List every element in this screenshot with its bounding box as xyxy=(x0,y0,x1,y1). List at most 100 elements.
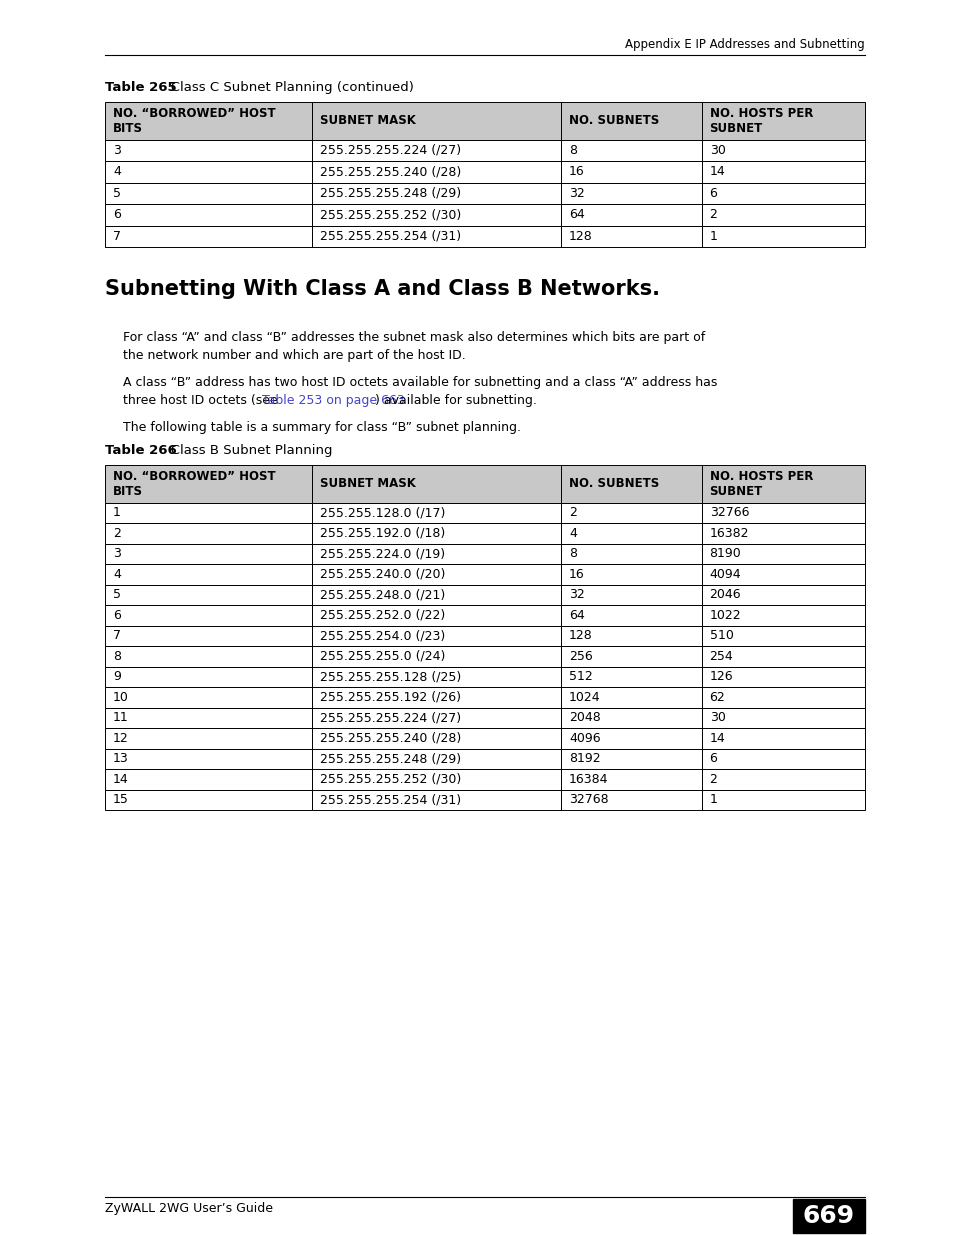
Bar xyxy=(700,503,864,522)
Bar xyxy=(560,183,700,204)
Bar xyxy=(700,748,864,769)
Bar xyxy=(700,789,864,810)
Bar xyxy=(312,789,560,810)
Text: 30: 30 xyxy=(709,711,724,724)
Bar xyxy=(105,625,312,646)
Text: 5: 5 xyxy=(112,186,121,200)
Text: 255.255.255.240 (/28): 255.255.255.240 (/28) xyxy=(320,165,461,178)
Text: 669: 669 xyxy=(802,1204,854,1228)
Bar xyxy=(700,103,864,140)
Text: 510: 510 xyxy=(709,630,733,642)
Bar xyxy=(105,466,312,503)
Bar xyxy=(312,564,560,584)
Text: 8192: 8192 xyxy=(568,752,600,766)
Bar xyxy=(700,667,864,687)
Text: 6: 6 xyxy=(709,186,717,200)
Text: Appendix E IP Addresses and Subnetting: Appendix E IP Addresses and Subnetting xyxy=(624,38,864,51)
Text: 1: 1 xyxy=(112,506,121,519)
Bar xyxy=(560,503,700,522)
Text: 255.255.248.0 (/21): 255.255.248.0 (/21) xyxy=(320,588,445,601)
Text: 255.255.255.0 (/24): 255.255.255.0 (/24) xyxy=(320,650,445,663)
Bar xyxy=(560,789,700,810)
Text: 255.255.224.0 (/19): 255.255.224.0 (/19) xyxy=(320,547,445,561)
Bar xyxy=(105,183,312,204)
Bar xyxy=(560,161,700,183)
Bar xyxy=(312,466,560,503)
Text: 16: 16 xyxy=(568,165,584,178)
Bar xyxy=(105,789,312,810)
Text: 2046: 2046 xyxy=(709,588,740,601)
Bar xyxy=(105,748,312,769)
Text: 4094: 4094 xyxy=(709,568,740,580)
Text: A class “B” address has two host ID octets available for subnetting and a class : A class “B” address has two host ID octe… xyxy=(123,375,717,389)
Bar xyxy=(700,646,864,667)
Text: 8: 8 xyxy=(568,547,577,561)
Text: 7: 7 xyxy=(112,630,121,642)
Text: 126: 126 xyxy=(709,671,733,683)
Bar xyxy=(105,605,312,625)
Text: 255.255.254.0 (/23): 255.255.254.0 (/23) xyxy=(320,630,445,642)
Text: 16384: 16384 xyxy=(568,773,608,785)
Bar xyxy=(105,226,312,247)
Text: 64: 64 xyxy=(568,209,584,221)
Text: 7: 7 xyxy=(112,230,121,243)
Text: 2: 2 xyxy=(709,209,717,221)
Text: SUBNET MASK: SUBNET MASK xyxy=(320,115,416,127)
Text: Table 253 on page 663: Table 253 on page 663 xyxy=(262,394,405,406)
Bar xyxy=(700,140,864,161)
Bar xyxy=(700,522,864,543)
Text: 10: 10 xyxy=(112,690,129,704)
Bar xyxy=(105,667,312,687)
Bar xyxy=(700,625,864,646)
Text: 1022: 1022 xyxy=(709,609,740,621)
Bar xyxy=(105,543,312,564)
Text: 512: 512 xyxy=(568,671,592,683)
Text: NO. “BORROWED” HOST
BITS: NO. “BORROWED” HOST BITS xyxy=(112,469,275,498)
Text: 14: 14 xyxy=(709,732,724,745)
Text: NO. “BORROWED” HOST
BITS: NO. “BORROWED” HOST BITS xyxy=(112,106,275,135)
Bar xyxy=(560,708,700,727)
Bar xyxy=(560,140,700,161)
Text: 32768: 32768 xyxy=(568,793,608,806)
Bar xyxy=(312,646,560,667)
Bar xyxy=(105,204,312,226)
Bar xyxy=(560,466,700,503)
Bar xyxy=(560,226,700,247)
Bar xyxy=(312,503,560,522)
Text: 32: 32 xyxy=(568,588,584,601)
Text: ) available for subnetting.: ) available for subnetting. xyxy=(375,394,536,406)
Text: 1: 1 xyxy=(709,230,717,243)
Text: 255.255.255.254 (/31): 255.255.255.254 (/31) xyxy=(320,793,460,806)
Bar xyxy=(700,226,864,247)
Bar xyxy=(105,564,312,584)
Text: 255.255.240.0 (/20): 255.255.240.0 (/20) xyxy=(320,568,445,580)
Bar xyxy=(312,748,560,769)
Bar xyxy=(105,708,312,727)
Text: 255.255.192.0 (/18): 255.255.192.0 (/18) xyxy=(320,527,445,540)
Bar xyxy=(700,161,864,183)
Text: 4: 4 xyxy=(568,527,577,540)
Bar xyxy=(105,161,312,183)
Text: The following table is a summary for class “B” subnet planning.: The following table is a summary for cla… xyxy=(123,421,520,433)
Text: 16382: 16382 xyxy=(709,527,748,540)
Bar xyxy=(105,687,312,708)
Bar xyxy=(560,687,700,708)
Text: 6: 6 xyxy=(709,752,717,766)
Bar xyxy=(560,605,700,625)
Bar xyxy=(312,183,560,204)
Bar xyxy=(312,140,560,161)
Text: the network number and which are part of the host ID.: the network number and which are part of… xyxy=(123,348,465,362)
Bar xyxy=(312,769,560,789)
Bar xyxy=(312,727,560,748)
Bar xyxy=(560,748,700,769)
Bar xyxy=(700,708,864,727)
Bar xyxy=(105,584,312,605)
Bar xyxy=(312,667,560,687)
Bar xyxy=(700,564,864,584)
Bar xyxy=(105,522,312,543)
Text: three host ID octets (see: three host ID octets (see xyxy=(123,394,281,406)
Bar xyxy=(700,605,864,625)
Text: Subnetting With Class A and Class B Networks.: Subnetting With Class A and Class B Netw… xyxy=(105,279,659,299)
Bar xyxy=(312,161,560,183)
Bar xyxy=(560,522,700,543)
